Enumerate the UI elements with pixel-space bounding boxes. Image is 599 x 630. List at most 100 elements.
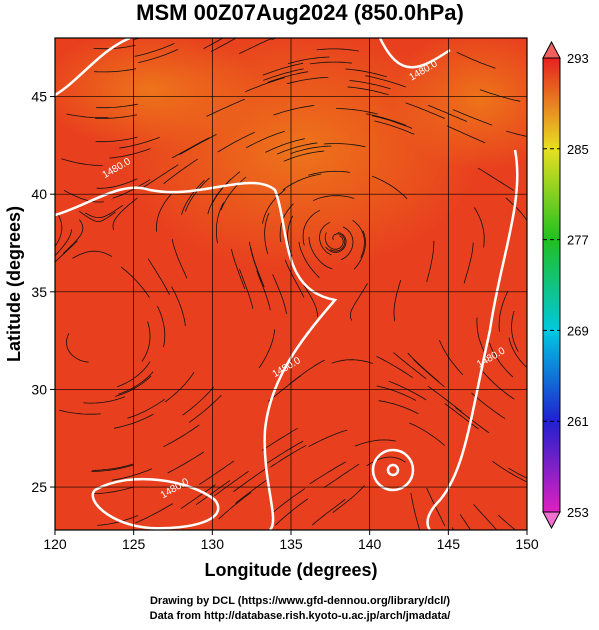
streamline (239, 268, 254, 309)
colorbar-tick-label: 285 (567, 142, 589, 157)
streamline (427, 104, 468, 122)
streamline (157, 306, 166, 348)
streamline (95, 136, 138, 143)
streamline (218, 491, 252, 520)
streamline (323, 463, 360, 488)
streamline (245, 77, 286, 93)
streamline (508, 467, 527, 479)
streamline (374, 120, 415, 135)
x-tick-label: 135 (279, 536, 303, 552)
streamline (94, 68, 136, 73)
streamline (489, 342, 514, 378)
colorbar-tick-label: 293 (567, 51, 589, 66)
streamline (92, 463, 134, 471)
streamline (456, 51, 496, 69)
streamline (498, 514, 516, 530)
streamline (324, 232, 344, 250)
streamline (155, 193, 172, 232)
streamline (63, 219, 84, 254)
streamline (511, 310, 519, 352)
streamline (135, 503, 173, 524)
streamline (352, 219, 365, 258)
streamline (366, 456, 406, 467)
streamline (235, 478, 270, 504)
colorbar-tick-label: 269 (567, 323, 589, 338)
streamline (308, 236, 333, 270)
streamline (288, 56, 330, 64)
streamline (325, 232, 347, 253)
streamline (147, 258, 170, 295)
streamline (216, 202, 224, 244)
streamline (271, 488, 306, 515)
streamline (264, 212, 270, 255)
streamline (405, 102, 445, 119)
colorbar-ticks: 253 261 269 277 285 293 (543, 51, 589, 520)
streamline (354, 439, 396, 447)
y-tick-label: 40 (31, 186, 47, 202)
streamline (142, 164, 179, 188)
streamline (63, 190, 104, 203)
streamline (308, 170, 351, 176)
streamline (349, 283, 368, 321)
colorbar-arrow (542, 40, 561, 59)
streamline (95, 114, 137, 119)
credit: Drawing by DCL (https://www.gfd-dennou.o… (150, 595, 450, 607)
streamline (195, 480, 231, 506)
streamline (66, 113, 109, 119)
streamline (323, 143, 366, 148)
streamline (277, 142, 318, 155)
colorbar-tick-label: 277 (567, 233, 589, 248)
streamline (365, 113, 407, 126)
streamline (498, 290, 509, 332)
streamline (261, 427, 298, 451)
streamline (409, 422, 445, 446)
streamline (189, 395, 222, 423)
streamline (118, 371, 154, 395)
streamline (332, 485, 365, 514)
streamline (138, 49, 179, 63)
streamline (238, 38, 274, 55)
streamline (455, 407, 490, 434)
streamline (452, 109, 493, 126)
streamline (182, 386, 214, 416)
streamline (482, 371, 515, 400)
streamline (340, 226, 354, 261)
streamline (312, 498, 346, 526)
streamline (459, 514, 471, 530)
streamline (245, 130, 285, 149)
streamline (393, 352, 427, 380)
streamline (265, 138, 305, 153)
streamline (270, 444, 307, 468)
streamline (289, 359, 325, 385)
warm-patch (55, 38, 260, 150)
streamline (426, 487, 446, 527)
streamline (309, 61, 352, 65)
streamline (214, 470, 249, 497)
axes: 120 125 130 135 140 145 150 25 30 35 40 45 (31, 89, 538, 552)
streamline (347, 86, 389, 96)
streamline (308, 429, 348, 448)
streamline (426, 240, 435, 283)
x-tick-label: 125 (122, 536, 146, 552)
streamline (180, 484, 216, 509)
streamline (92, 486, 135, 495)
colorbar-tick-label: 261 (567, 414, 589, 429)
colorbar (542, 57, 561, 513)
streamline (96, 103, 138, 109)
streamline (262, 62, 304, 76)
streamlines (55, 38, 527, 530)
streamline (410, 492, 420, 530)
streamline (287, 215, 294, 257)
streamline (407, 352, 439, 382)
streamline (198, 460, 235, 485)
streamline (210, 38, 237, 52)
y-tick-label: 30 (31, 381, 47, 397)
streamline (273, 105, 315, 116)
streamline (463, 242, 474, 284)
streamline (427, 385, 462, 412)
streamline (378, 400, 419, 415)
x-tick-label: 145 (437, 536, 461, 552)
streamline (117, 361, 151, 388)
colorbar-arrow (542, 511, 561, 530)
